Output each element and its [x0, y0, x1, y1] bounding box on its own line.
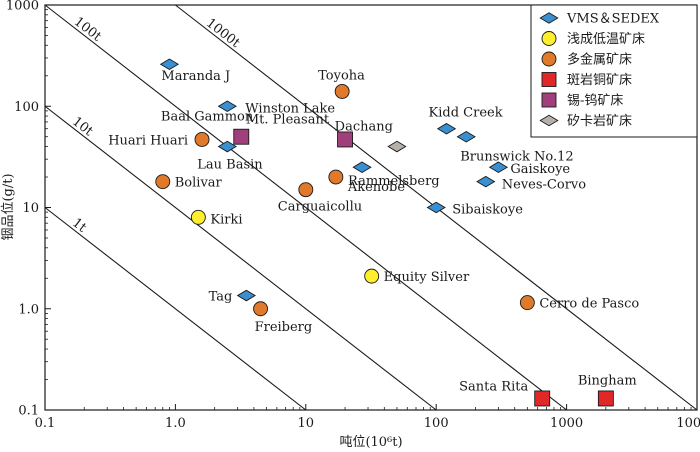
point-tag: [236, 289, 256, 302]
point-label-huari-huari: Huari Huari: [108, 133, 188, 148]
legend-entry-3: 多金属矿床: [567, 52, 632, 68]
point-label-brunswick-no-12: Brunswick No.12: [460, 150, 573, 165]
point-label-neves-corvo: Neves-Corvo: [502, 178, 587, 193]
contour-line-10t: [44, 105, 437, 411]
point-label-lau-basin: Lau Basin: [197, 158, 263, 173]
point-bolivar: [155, 174, 171, 190]
point-brunswick-no-12: [456, 130, 476, 143]
point-label-toyoha: Toyoha: [318, 68, 365, 83]
x-axis-title: 吨位(10⁶t): [339, 435, 402, 450]
point-label-freiberg: Freiberg: [255, 320, 313, 335]
point-santa-rita: [534, 390, 551, 407]
point-label-baal-gammon: Baal Gammon: [161, 110, 254, 125]
legend-entry-1: VMS＆SEDEX: [566, 12, 660, 27]
point-maranda-j: [159, 58, 180, 71]
legend-entry-4: 斑岩铜矿床: [567, 73, 632, 88]
y-axis-title: 铟品位(g/t): [1, 173, 16, 240]
legend-marker-1: [539, 12, 559, 24]
point-freiberg: [253, 301, 269, 317]
x-tick-label-1000: 1000: [550, 416, 583, 431]
point-winston-lake: [217, 100, 237, 113]
legend-entry-2: 浅成低温矿床: [567, 32, 645, 47]
legend-marker-6: [539, 114, 559, 127]
point-kirki: [190, 209, 206, 225]
point-neves-corvo: [476, 175, 496, 188]
point-gaiskoye: [488, 161, 509, 173]
point-label-santa-rita: Santa Rita: [459, 379, 528, 394]
y-tick-label-0-1: 0.1: [18, 404, 39, 419]
y-tick-label-100: 100: [14, 100, 39, 115]
x-tick-label-0-1: 0.1: [35, 416, 56, 431]
point-baal-gammon: [233, 128, 250, 145]
legend-entry-6: 矽卡岩矿床: [567, 114, 632, 129]
point-mt-pleasant: [337, 131, 354, 148]
point-label-rammelsberg: Rammelsberg: [348, 174, 440, 189]
point-label-tag: Tag: [209, 290, 233, 305]
legend-marker-4: [541, 72, 557, 87]
x-tick-label-1-0: 1.0: [165, 416, 186, 431]
point-label-sibaiskoye: Sibaiskoye: [452, 203, 523, 218]
point-huari-huari: [194, 132, 210, 147]
point-label-carguaicollu: Carguaicollu: [278, 200, 362, 215]
data-points: [155, 58, 614, 407]
point-akenobe: [328, 169, 344, 185]
point-label-bolivar: Bolivar: [175, 176, 223, 191]
point-label-cerro-de-pasco: Cerro de Pasco: [539, 297, 639, 312]
y-tick-label-1000: 1000: [6, 0, 39, 14]
point-cerro-de-pasco: [519, 295, 535, 311]
point-label-dachang: Dachang: [335, 120, 393, 135]
legend-marker-3: [541, 51, 557, 67]
axes: 0.1 1.0 10 100 1000 10000 0.1 1.0 10 100 1000: [6, 0, 700, 431]
point-toyoha: [334, 84, 350, 99]
y-tick-label-10: 10: [22, 201, 39, 216]
x-tick-label-10: 10: [298, 416, 315, 431]
contour-line-100t: [44, 4, 567, 411]
x-tick-label-100: 100: [424, 416, 449, 431]
point-label-maranda-j: Maranda J: [161, 69, 230, 84]
contour-line-1t: [44, 207, 307, 411]
point-carguaicollu: [298, 182, 314, 198]
point-label-akenobe: Akenobe: [347, 180, 405, 195]
point-label-equity-silver: Equity Silver: [384, 270, 470, 285]
point-label-kidd-creek: Kidd Creek: [429, 106, 503, 121]
point-rammelsberg: [352, 161, 372, 173]
point-sibaiskoye: [426, 201, 446, 214]
x-tick-label-10000: 10000: [676, 416, 700, 431]
legend-marker-2: [541, 31, 557, 46]
point-label-bingham: Bingham: [578, 373, 637, 388]
point-dachang: [387, 140, 407, 153]
point-label-winston-lake: Winston Lake: [245, 101, 335, 116]
point-label-kirki: Kirki: [210, 212, 242, 227]
point-bingham: [597, 390, 614, 407]
y-tick-label-1-0: 1.0: [18, 302, 39, 317]
legend-marker-5: [541, 92, 557, 108]
point-lau-basin: [217, 140, 237, 153]
legend-entry-5: 锡-钨矿床: [567, 93, 623, 109]
point-equity-silver: [364, 268, 380, 284]
legend-box: [530, 4, 698, 138]
point-kidd-creek: [436, 122, 457, 135]
point-label-mt-pleasant: Mt. Pleasant: [246, 112, 330, 127]
point-label-gaiskoye: Gaiskoye: [510, 162, 570, 177]
point-labels: Maranda J Winston Lake Lau Basin Kidd Creek…: [108, 68, 639, 394]
